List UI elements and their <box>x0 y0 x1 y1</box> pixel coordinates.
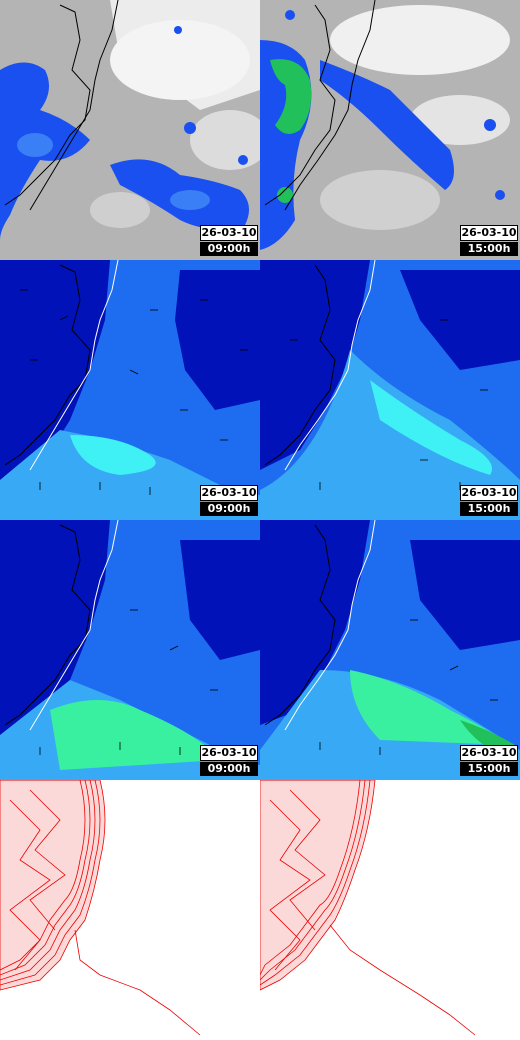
panel-date-label: 26-03-10 <box>460 485 518 501</box>
wind-field-map-a-1500 <box>260 260 520 520</box>
panel-date-label: 26-03-10 <box>460 745 518 761</box>
panel-time-label: 15:00h <box>460 502 518 516</box>
panel-date-label: 26-03-10 <box>200 745 258 761</box>
wind-field-panel-b-1500: 26-03-10 15:00h <box>260 520 520 780</box>
satellite-panel-1500: 26-03-10 15:00h <box>260 0 520 260</box>
panel-time-label: 09:00h <box>200 242 258 256</box>
panel-time-label: 09:00h <box>200 502 258 516</box>
wind-field-panel-a-1500: 26-03-10 15:00h <box>260 260 520 520</box>
satellite-panel-0900: 26-03-10 09:00h <box>0 0 260 260</box>
wind-field-panel-b-0900: 26-03-10 09:00h <box>0 520 260 780</box>
contour-map-b <box>260 780 520 1040</box>
wind-field-panel-a-0900: 26-03-10 09:00h <box>0 260 260 520</box>
wind-field-map-a-0900 <box>0 260 260 520</box>
panel-time-label: 15:00h <box>460 762 518 776</box>
satellite-image-1500 <box>260 0 520 260</box>
contour-panel-b <box>260 780 520 1040</box>
panel-date-label: 26-03-10 <box>200 225 258 241</box>
wind-field-map-b-0900 <box>0 520 260 780</box>
panel-date-label: 26-03-10 <box>200 485 258 501</box>
contour-map-a <box>0 780 260 1040</box>
panel-time-label: 15:00h <box>460 242 518 256</box>
contour-panel-a <box>0 780 260 1040</box>
panel-time-label: 09:00h <box>200 762 258 776</box>
panel-date-label: 26-03-10 <box>460 225 518 241</box>
satellite-image-0900 <box>0 0 260 260</box>
wind-field-map-b-1500 <box>260 520 520 780</box>
